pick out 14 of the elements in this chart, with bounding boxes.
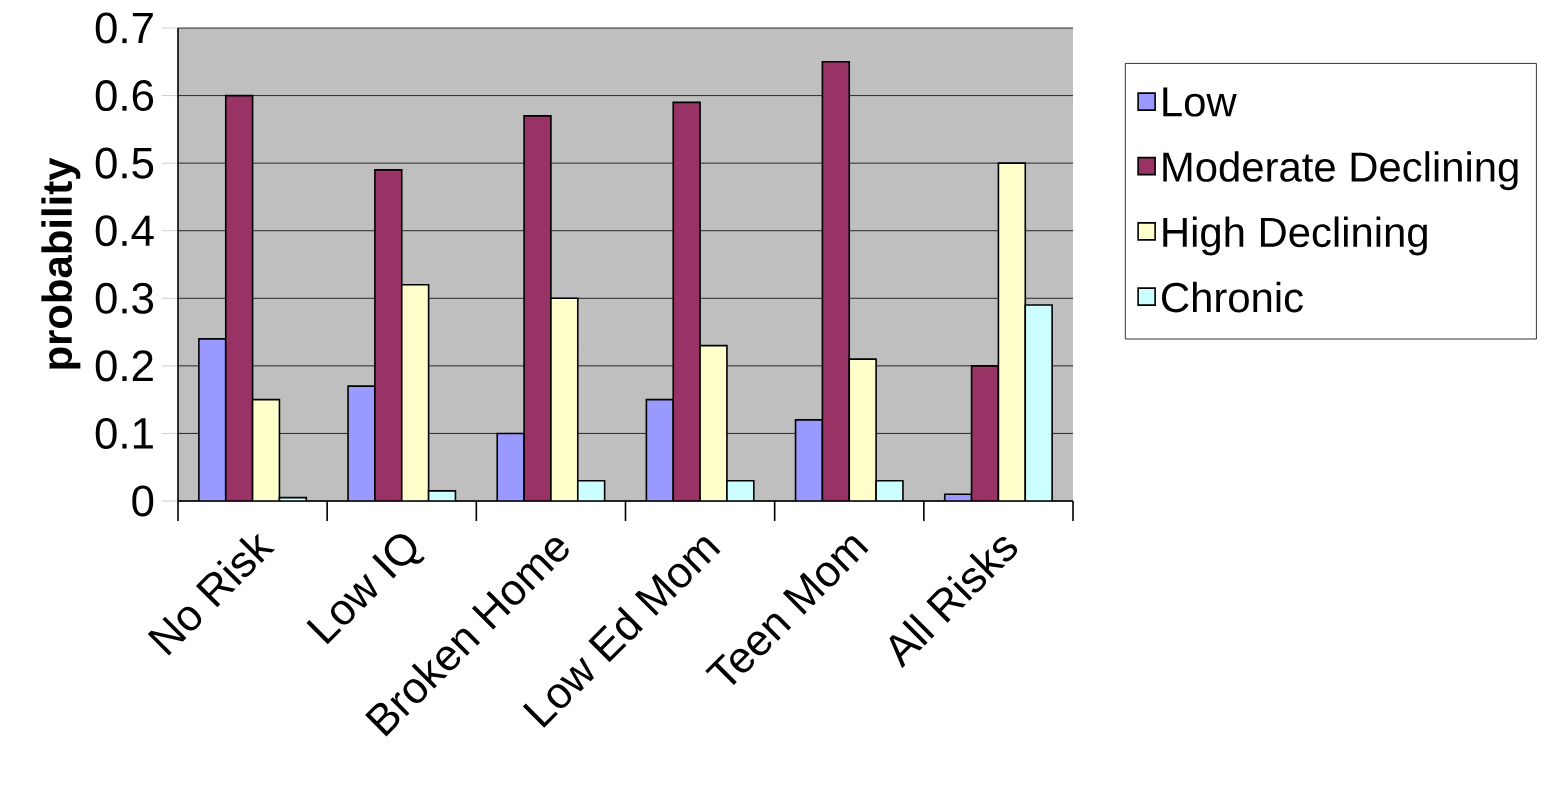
legend-label: Low — [1163, 87, 1237, 117]
legend-label: High Declining — [1163, 216, 1427, 256]
y-tick-label: 0.6 — [95, 80, 154, 112]
y-tick-label: 0.1 — [95, 417, 153, 449]
legend-label: Moderate Declining — [1163, 151, 1518, 191]
y-tick-label: 0.4 — [95, 215, 154, 247]
x-tick-label: No Risk — [147, 533, 276, 656]
y-tick-label: 0.7 — [95, 12, 153, 44]
legend-label: Chronic — [1162, 281, 1303, 313]
y-tick-label: 0.5 — [95, 147, 154, 179]
y-tick-label: 0.2 — [95, 350, 153, 382]
y-tick-label: 0.3 — [95, 282, 154, 314]
y-tick-label: 0 — [132, 485, 154, 517]
y-axis-title: probability — [41, 157, 81, 369]
